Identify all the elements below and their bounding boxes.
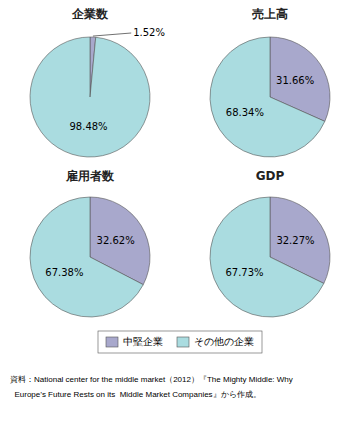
data-label: 67.38% (45, 267, 83, 278)
pie-chart: GDP 32.27% 67.73% (210, 169, 330, 317)
data-label: 1.52% (133, 27, 165, 38)
pie-slice (210, 37, 325, 157)
legend-entry: 中堅企業 (123, 336, 163, 347)
data-label: 98.48% (69, 121, 107, 132)
data-label: 31.66% (276, 75, 314, 86)
pie-slice (210, 197, 324, 317)
chart-title: 売上高 (252, 7, 288, 21)
pie-chart: 売上高 31.66% 68.34% (210, 7, 330, 157)
leader-line (93, 33, 131, 36)
legend-entry: その他の企業 (194, 336, 254, 347)
chart-title: 企業数 (71, 7, 109, 21)
data-label: 32.62% (97, 235, 135, 246)
figure: 企業数 1.52% 98.48% 売上高 31.66% 68.34% 雇用者数 32.62% 6… (0, 0, 360, 445)
legend-frame (98, 331, 262, 353)
pie-chart: 雇用者数 32.62% 67.38% (30, 169, 150, 317)
legend-swatch (177, 337, 189, 347)
footnote: Europe’s Future Rests on its Middle Mark… (10, 390, 261, 399)
chart-title: 雇用者数 (65, 169, 115, 183)
data-label: 67.73% (225, 267, 263, 278)
data-label: 32.27% (276, 235, 314, 246)
pie-chart: 企業数 1.52% 98.48% (30, 7, 165, 157)
pie-slice (30, 37, 150, 157)
legend: 中堅企業 その他の企業 (98, 331, 262, 353)
pie-slice (30, 197, 143, 317)
footnote: 資料：National center for the middle market… (10, 375, 293, 384)
chart-title: GDP (256, 169, 285, 183)
legend-swatch (106, 337, 118, 347)
data-label: 68.34% (226, 107, 264, 118)
